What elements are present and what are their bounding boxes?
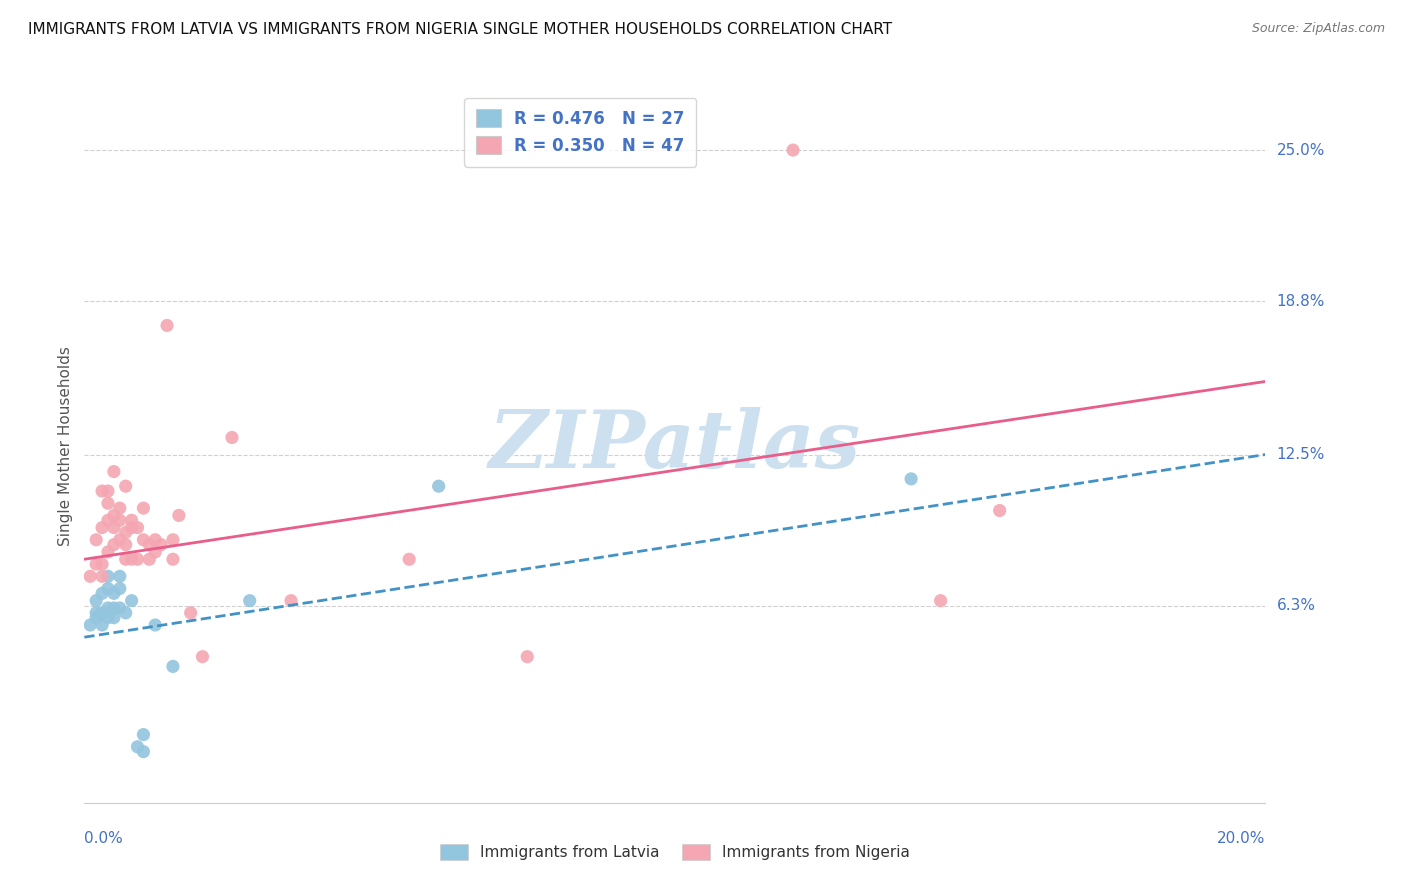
Point bbox=[121, 520, 143, 534]
Point bbox=[988, 503, 1011, 517]
Text: Source: ZipAtlas.com: Source: ZipAtlas.com bbox=[1251, 22, 1385, 36]
Point bbox=[103, 610, 125, 624]
Point bbox=[97, 545, 120, 559]
Point bbox=[162, 659, 184, 673]
Point bbox=[91, 569, 114, 583]
Point bbox=[103, 601, 125, 615]
Point bbox=[143, 533, 166, 547]
Point bbox=[97, 513, 120, 527]
Point bbox=[108, 601, 131, 615]
Point bbox=[91, 606, 114, 620]
Point bbox=[114, 525, 136, 540]
Point bbox=[162, 533, 184, 547]
Point bbox=[114, 479, 136, 493]
Point bbox=[108, 501, 131, 516]
Point bbox=[91, 557, 114, 571]
Point bbox=[108, 582, 131, 596]
Point bbox=[84, 557, 107, 571]
Point bbox=[156, 318, 179, 333]
Point bbox=[97, 496, 120, 510]
Point bbox=[191, 649, 214, 664]
Point bbox=[516, 649, 538, 664]
Point bbox=[84, 593, 107, 607]
Point bbox=[103, 520, 125, 534]
Text: 12.5%: 12.5% bbox=[1277, 447, 1324, 462]
Point bbox=[91, 586, 114, 600]
Text: ZIPatlas: ZIPatlas bbox=[489, 408, 860, 484]
Point bbox=[239, 593, 262, 607]
Point bbox=[97, 582, 120, 596]
Y-axis label: Single Mother Households: Single Mother Households bbox=[58, 346, 73, 546]
Point bbox=[91, 618, 114, 632]
Point bbox=[97, 601, 120, 615]
Point bbox=[398, 552, 420, 566]
Point bbox=[91, 520, 114, 534]
Point bbox=[91, 484, 114, 499]
Point bbox=[84, 606, 107, 620]
Text: 25.0%: 25.0% bbox=[1277, 143, 1324, 158]
Point bbox=[121, 513, 143, 527]
Point bbox=[167, 508, 190, 523]
Point bbox=[84, 533, 107, 547]
Point bbox=[103, 508, 125, 523]
Point bbox=[97, 484, 120, 499]
Point bbox=[121, 552, 143, 566]
Point bbox=[900, 472, 922, 486]
Point bbox=[108, 569, 131, 583]
Point bbox=[138, 552, 160, 566]
Point bbox=[280, 593, 302, 607]
Point bbox=[79, 618, 101, 632]
Point bbox=[162, 552, 184, 566]
Point bbox=[132, 728, 155, 742]
Text: 0.0%: 0.0% bbox=[84, 830, 124, 846]
Point bbox=[84, 610, 107, 624]
Point bbox=[114, 606, 136, 620]
Point bbox=[127, 739, 149, 754]
Point bbox=[138, 538, 160, 552]
Point bbox=[221, 430, 243, 444]
Point bbox=[79, 569, 101, 583]
Point bbox=[132, 745, 155, 759]
Text: IMMIGRANTS FROM LATVIA VS IMMIGRANTS FROM NIGERIA SINGLE MOTHER HOUSEHOLDS CORRE: IMMIGRANTS FROM LATVIA VS IMMIGRANTS FRO… bbox=[28, 22, 893, 37]
Text: 20.0%: 20.0% bbox=[1218, 830, 1265, 846]
Point bbox=[929, 593, 952, 607]
Point bbox=[127, 520, 149, 534]
Text: 6.3%: 6.3% bbox=[1277, 598, 1316, 613]
Point bbox=[97, 610, 120, 624]
Point bbox=[427, 479, 450, 493]
Point bbox=[97, 569, 120, 583]
Legend: R = 0.476   N = 27, R = 0.350   N = 47: R = 0.476 N = 27, R = 0.350 N = 47 bbox=[464, 97, 696, 167]
Point bbox=[114, 538, 136, 552]
Point bbox=[108, 513, 131, 527]
Point bbox=[114, 552, 136, 566]
Point bbox=[782, 143, 804, 157]
Point bbox=[127, 552, 149, 566]
Point bbox=[132, 501, 155, 516]
Point bbox=[143, 618, 166, 632]
Point bbox=[121, 593, 143, 607]
Point bbox=[143, 545, 166, 559]
Point bbox=[132, 533, 155, 547]
Point bbox=[108, 533, 131, 547]
Point bbox=[150, 538, 173, 552]
Point bbox=[103, 586, 125, 600]
Point bbox=[103, 465, 125, 479]
Point bbox=[103, 538, 125, 552]
Text: 18.8%: 18.8% bbox=[1277, 293, 1324, 309]
Point bbox=[180, 606, 202, 620]
